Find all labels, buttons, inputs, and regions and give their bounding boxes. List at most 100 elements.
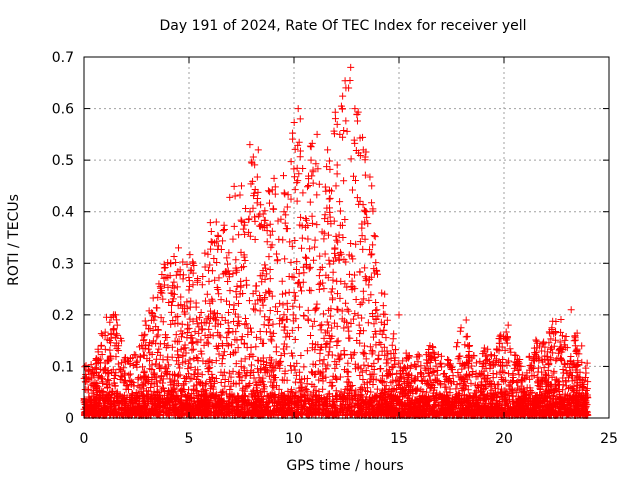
data-point <box>328 332 336 340</box>
data-point <box>370 232 378 240</box>
data-point <box>160 340 168 348</box>
data-point <box>340 324 348 332</box>
data-point <box>333 236 341 244</box>
data-point <box>289 302 297 310</box>
data-point <box>366 173 374 181</box>
data-point <box>226 193 234 201</box>
data-point <box>361 171 369 179</box>
data-point <box>316 266 324 274</box>
data-point <box>546 345 554 353</box>
data-point <box>514 366 522 374</box>
data-point <box>337 388 345 396</box>
data-point <box>327 312 335 320</box>
data-point <box>186 303 194 311</box>
data-point <box>533 339 541 347</box>
data-point <box>97 341 105 349</box>
data-point <box>177 301 185 309</box>
data-point <box>552 328 560 336</box>
data-point <box>207 238 215 246</box>
data-point <box>372 306 380 314</box>
data-point <box>325 321 333 329</box>
data-point <box>310 317 318 325</box>
data-point <box>256 307 264 315</box>
data-point <box>342 117 350 125</box>
data-point <box>502 376 510 384</box>
data-point <box>347 155 355 163</box>
data-point <box>437 359 445 367</box>
data-point <box>214 285 222 293</box>
data-point <box>326 194 334 202</box>
data-point <box>328 324 336 332</box>
data-point <box>359 245 367 253</box>
data-point <box>170 376 178 384</box>
data-point <box>314 165 322 173</box>
data-point <box>454 339 462 347</box>
data-point <box>316 322 324 330</box>
data-point <box>512 389 520 397</box>
data-point <box>340 177 348 185</box>
data-point <box>487 351 495 359</box>
data-point <box>278 290 286 298</box>
data-point <box>230 318 238 326</box>
data-point <box>257 335 265 343</box>
data-point <box>531 349 539 357</box>
data-point <box>331 254 339 262</box>
data-point <box>123 382 131 390</box>
data-point <box>114 360 122 368</box>
data-point <box>249 204 257 212</box>
data-point <box>335 356 343 364</box>
data-point <box>343 378 351 386</box>
data-point <box>163 356 171 364</box>
data-point <box>164 283 172 291</box>
data-point <box>279 236 287 244</box>
data-point <box>318 321 326 329</box>
data-point <box>167 320 175 328</box>
data-point <box>573 346 581 354</box>
data-point <box>152 360 160 368</box>
data-point <box>378 289 386 297</box>
data-point <box>298 234 306 242</box>
data-point <box>269 320 277 328</box>
data-point <box>217 296 225 304</box>
data-point <box>240 263 248 271</box>
data-point <box>268 186 276 194</box>
data-point <box>305 265 313 273</box>
data-point <box>293 258 301 266</box>
data-point <box>369 205 377 213</box>
data-point <box>368 250 376 258</box>
data-point <box>463 332 471 340</box>
data-point <box>423 356 431 364</box>
data-point <box>344 373 352 381</box>
data-point <box>106 346 114 354</box>
data-point <box>292 292 300 300</box>
data-point <box>328 296 336 304</box>
data-point <box>208 295 216 303</box>
data-point <box>172 258 180 266</box>
data-point <box>296 303 304 311</box>
data-point <box>514 384 522 392</box>
data-point <box>142 341 150 349</box>
data-point <box>307 156 315 164</box>
data-point <box>501 346 509 354</box>
data-point <box>325 231 333 239</box>
data-point <box>271 190 279 198</box>
data-point <box>287 158 295 166</box>
data-point <box>253 173 261 181</box>
data-point <box>316 357 324 365</box>
data-point <box>308 212 316 220</box>
data-point <box>399 357 407 365</box>
data-point <box>304 316 312 324</box>
data-point <box>247 343 255 351</box>
data-point <box>198 281 206 289</box>
data-point <box>289 129 297 137</box>
data-point <box>295 270 303 278</box>
data-point <box>300 312 308 320</box>
data-point <box>319 385 327 393</box>
data-point <box>395 359 403 367</box>
data-point <box>281 219 289 227</box>
data-point <box>113 316 121 324</box>
data-point <box>360 206 368 214</box>
data-point <box>345 327 353 335</box>
data-point <box>178 320 186 328</box>
data-point <box>193 320 201 328</box>
